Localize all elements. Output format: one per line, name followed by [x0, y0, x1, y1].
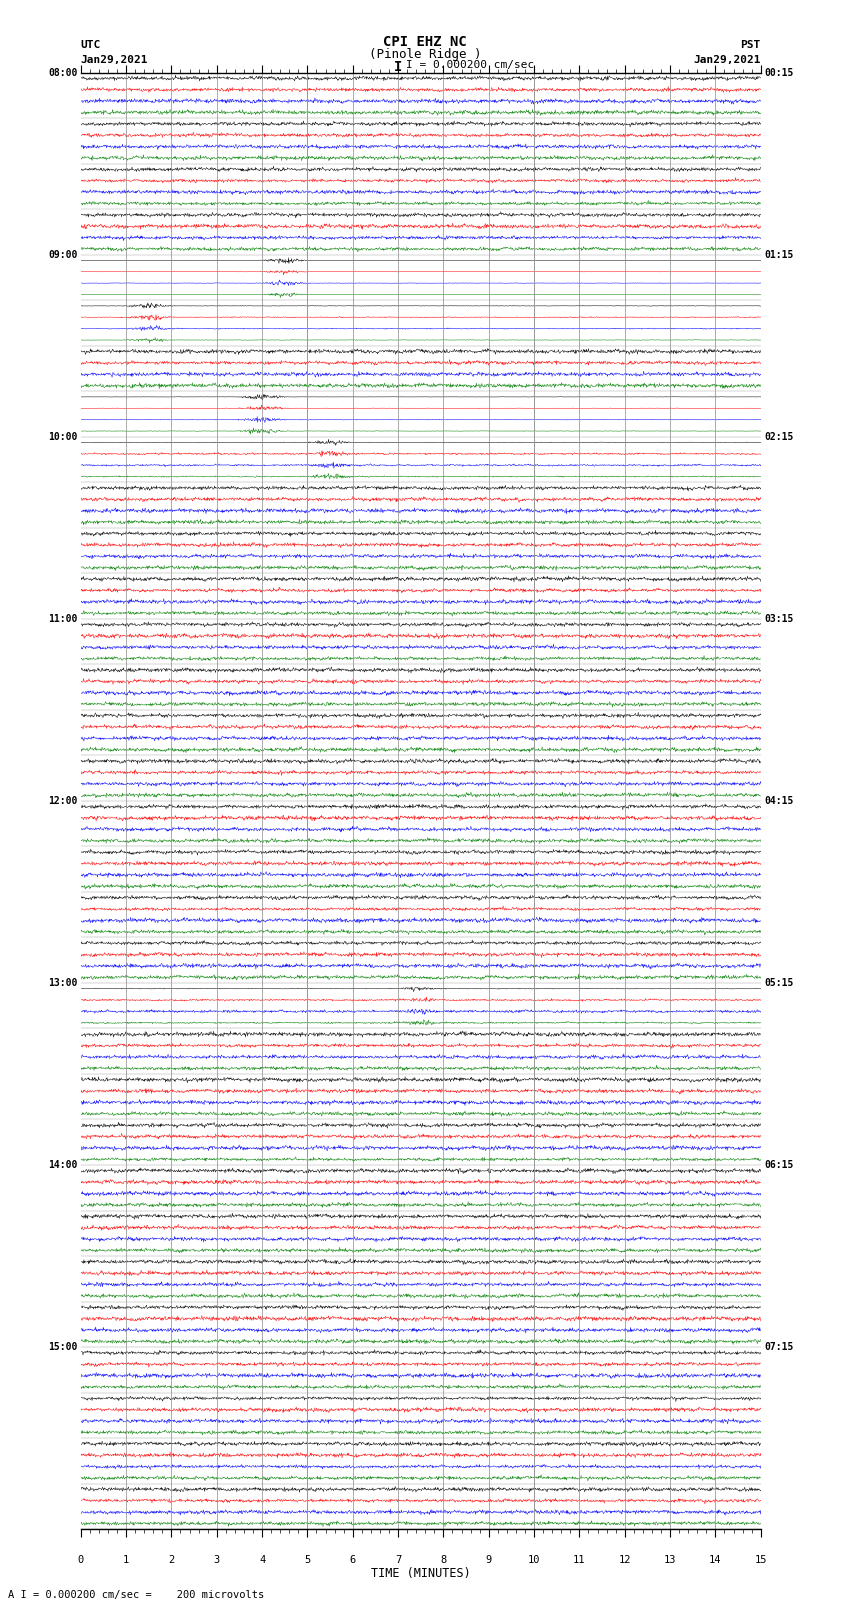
- Text: UTC: UTC: [81, 40, 101, 50]
- Text: 07:15: 07:15: [764, 1342, 794, 1352]
- Text: 08:00: 08:00: [48, 68, 77, 77]
- Text: (Pinole Ridge ): (Pinole Ridge ): [369, 47, 481, 61]
- Text: 6: 6: [349, 1555, 356, 1565]
- Text: 15:00: 15:00: [48, 1342, 77, 1352]
- Text: 00:15: 00:15: [764, 68, 794, 77]
- Text: Jan29,2021: Jan29,2021: [694, 55, 761, 65]
- Text: 05:15: 05:15: [764, 977, 794, 987]
- X-axis label: TIME (MINUTES): TIME (MINUTES): [371, 1568, 471, 1581]
- Text: Jan29,2021: Jan29,2021: [81, 55, 148, 65]
- Text: 0: 0: [77, 1555, 84, 1565]
- Text: 5: 5: [304, 1555, 310, 1565]
- Text: 13: 13: [664, 1555, 677, 1565]
- Text: A I = 0.000200 cm/sec =    200 microvolts: A I = 0.000200 cm/sec = 200 microvolts: [8, 1590, 264, 1600]
- Text: 9: 9: [485, 1555, 492, 1565]
- Text: 7: 7: [395, 1555, 401, 1565]
- Text: 01:15: 01:15: [764, 250, 794, 260]
- Text: PST: PST: [740, 40, 761, 50]
- Text: 1: 1: [123, 1555, 129, 1565]
- Text: 12: 12: [619, 1555, 631, 1565]
- Text: 06:15: 06:15: [764, 1160, 794, 1169]
- Text: CPI EHZ NC: CPI EHZ NC: [383, 35, 467, 48]
- Text: 12:00: 12:00: [48, 795, 77, 806]
- Text: 15: 15: [755, 1555, 767, 1565]
- Text: 8: 8: [440, 1555, 446, 1565]
- Text: 11: 11: [573, 1555, 586, 1565]
- Text: 02:15: 02:15: [764, 432, 794, 442]
- Text: 2: 2: [168, 1555, 174, 1565]
- Text: 03:15: 03:15: [764, 615, 794, 624]
- Text: 13:00: 13:00: [48, 977, 77, 987]
- Text: 09:00: 09:00: [48, 250, 77, 260]
- Text: 14: 14: [709, 1555, 722, 1565]
- Text: 10:00: 10:00: [48, 432, 77, 442]
- Text: 04:15: 04:15: [764, 795, 794, 806]
- Text: 3: 3: [213, 1555, 220, 1565]
- Text: 11:00: 11:00: [48, 615, 77, 624]
- Text: 4: 4: [259, 1555, 265, 1565]
- Text: I: I: [394, 60, 402, 74]
- Text: 14:00: 14:00: [48, 1160, 77, 1169]
- Text: 10: 10: [528, 1555, 541, 1565]
- Text: I = 0.000200 cm/sec: I = 0.000200 cm/sec: [406, 60, 535, 69]
